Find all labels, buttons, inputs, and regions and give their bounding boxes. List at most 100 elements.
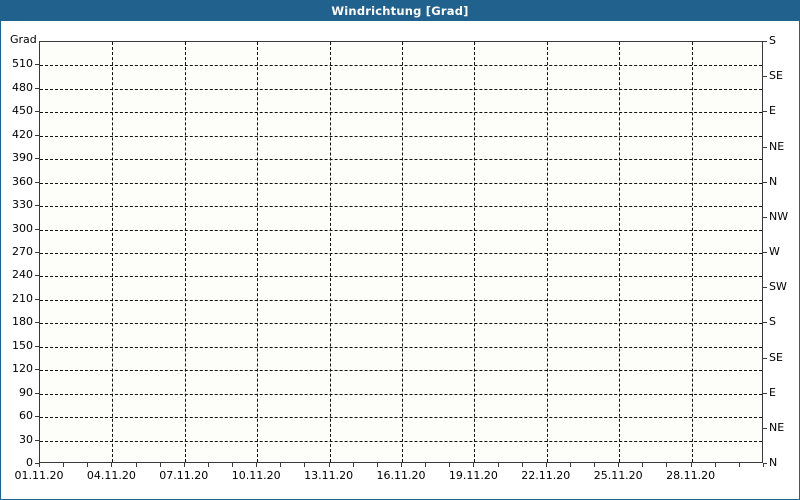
y-axis-label-left: 510 — [12, 57, 33, 71]
x-axis-label: 01.11.20 — [14, 469, 64, 482]
x-axis-tick — [425, 463, 427, 467]
y-axis-tick-left — [35, 181, 39, 183]
x-axis-tick — [135, 463, 137, 467]
x-axis-tick — [87, 463, 89, 467]
gridline-horizontal — [40, 346, 762, 348]
y-axis-label-right: NW — [769, 209, 789, 223]
x-axis-tick — [63, 463, 65, 467]
y-axis-tick-left — [35, 275, 39, 277]
y-axis-label-right: E — [769, 385, 776, 399]
y-axis-label-left: 30 — [19, 432, 33, 446]
x-axis-label: 13.11.20 — [304, 469, 354, 482]
y-axis-label-left: 270 — [12, 245, 33, 258]
y-axis-tick-left — [35, 64, 39, 66]
y-axis-label-right: SE — [769, 69, 783, 83]
y-axis-tick-right — [763, 252, 767, 253]
gridline-horizontal — [40, 159, 762, 161]
y-axis-label-left: 330 — [12, 198, 33, 212]
y-axis-tick-left — [35, 111, 39, 113]
y-axis-unit-label: Grad — [10, 33, 37, 46]
chart-title-bar: Windrichtung [Grad] — [1, 1, 799, 21]
y-axis-tick-left — [35, 392, 39, 394]
x-axis-tick — [39, 463, 40, 467]
gridline-vertical — [474, 42, 476, 462]
y-axis-tick-left — [35, 252, 39, 253]
y-axis-label-right: W — [769, 245, 780, 258]
x-axis-label: 25.11.20 — [593, 469, 643, 482]
x-axis-tick — [111, 463, 113, 467]
gridline-horizontal — [40, 440, 762, 442]
x-axis-tick — [521, 463, 523, 467]
y-axis-tick-left — [35, 369, 39, 371]
y-axis-label-left: 0 — [26, 456, 33, 469]
y-axis-label-left: 210 — [12, 291, 33, 305]
x-axis-label: 04.11.20 — [86, 469, 136, 482]
gridline-vertical — [546, 42, 548, 462]
y-axis-tick-right — [763, 76, 767, 78]
gridline-vertical — [257, 42, 259, 462]
gridline-horizontal — [40, 370, 762, 372]
y-axis-tick-right — [763, 322, 767, 324]
x-axis-tick — [763, 463, 764, 467]
x-axis-tick — [714, 463, 716, 467]
x-axis-tick — [497, 463, 499, 467]
gridline-vertical — [691, 42, 693, 462]
y-axis-tick-right — [763, 216, 767, 218]
gridline-horizontal — [40, 393, 762, 395]
y-axis-label-right: N — [769, 174, 778, 188]
y-axis-tick-left — [35, 322, 39, 324]
x-axis-tick — [594, 463, 596, 467]
x-axis-tick — [690, 463, 692, 467]
x-axis-tick — [401, 463, 402, 467]
gridline-vertical — [329, 42, 331, 462]
y-axis-tick-right — [763, 357, 767, 359]
x-axis-label: 28.11.20 — [666, 469, 716, 482]
x-axis-tick — [545, 463, 547, 467]
gridline-vertical — [619, 42, 621, 462]
x-axis-tick — [159, 463, 161, 467]
y-axis-tick-left — [35, 298, 39, 300]
x-axis-label: 16.11.20 — [376, 469, 426, 482]
gridline-vertical — [112, 42, 114, 462]
x-axis-tick — [207, 463, 209, 467]
y-axis-label-left: 150 — [12, 338, 33, 352]
x-axis-tick — [738, 463, 740, 467]
gridline-vertical — [402, 42, 403, 462]
y-axis-tick-right — [763, 181, 767, 183]
y-axis-tick-left — [35, 463, 39, 464]
y-axis-label-right: NE — [769, 139, 785, 153]
x-axis-label: 22.11.20 — [521, 469, 571, 482]
x-axis-tick — [232, 463, 234, 467]
y-axis-label-left: 300 — [12, 221, 33, 235]
y-axis-label-right: NE — [769, 420, 785, 434]
y-axis-tick-right — [763, 41, 767, 42]
gridline-horizontal — [40, 229, 762, 231]
y-axis-label-right: SW — [769, 280, 787, 294]
y-axis-tick-left — [35, 134, 39, 136]
y-axis-tick-left — [35, 439, 39, 441]
y-axis-tick-left — [35, 228, 39, 230]
x-axis-label: 10.11.20 — [231, 469, 281, 482]
x-axis-tick — [449, 463, 451, 467]
y-axis-label-right: E — [769, 104, 776, 118]
x-axis-tick — [666, 463, 668, 467]
x-axis-tick — [473, 463, 475, 467]
x-axis-label: 07.11.20 — [159, 469, 209, 482]
y-axis-label-left: 180 — [12, 315, 33, 329]
y-axis-tick-left — [35, 87, 39, 89]
gridline-horizontal — [40, 135, 762, 137]
gridline-horizontal — [40, 276, 762, 278]
x-axis-tick — [328, 463, 330, 467]
y-axis-tick-right — [763, 287, 767, 289]
y-axis-tick-right — [763, 392, 767, 394]
y-axis-label-right: N — [769, 456, 778, 469]
x-axis-tick — [642, 463, 644, 467]
y-axis-label-left: 60 — [19, 409, 33, 423]
chart-area: Grad 510 480 450 420 390 360 330 300 270 240 210 18… — [1, 21, 799, 499]
y-axis-label-left: 240 — [12, 268, 33, 282]
x-axis-tick — [304, 463, 306, 467]
x-axis-tick — [352, 463, 354, 467]
y-axis-label-left: 90 — [19, 385, 33, 399]
y-axis-tick-right — [763, 463, 767, 464]
